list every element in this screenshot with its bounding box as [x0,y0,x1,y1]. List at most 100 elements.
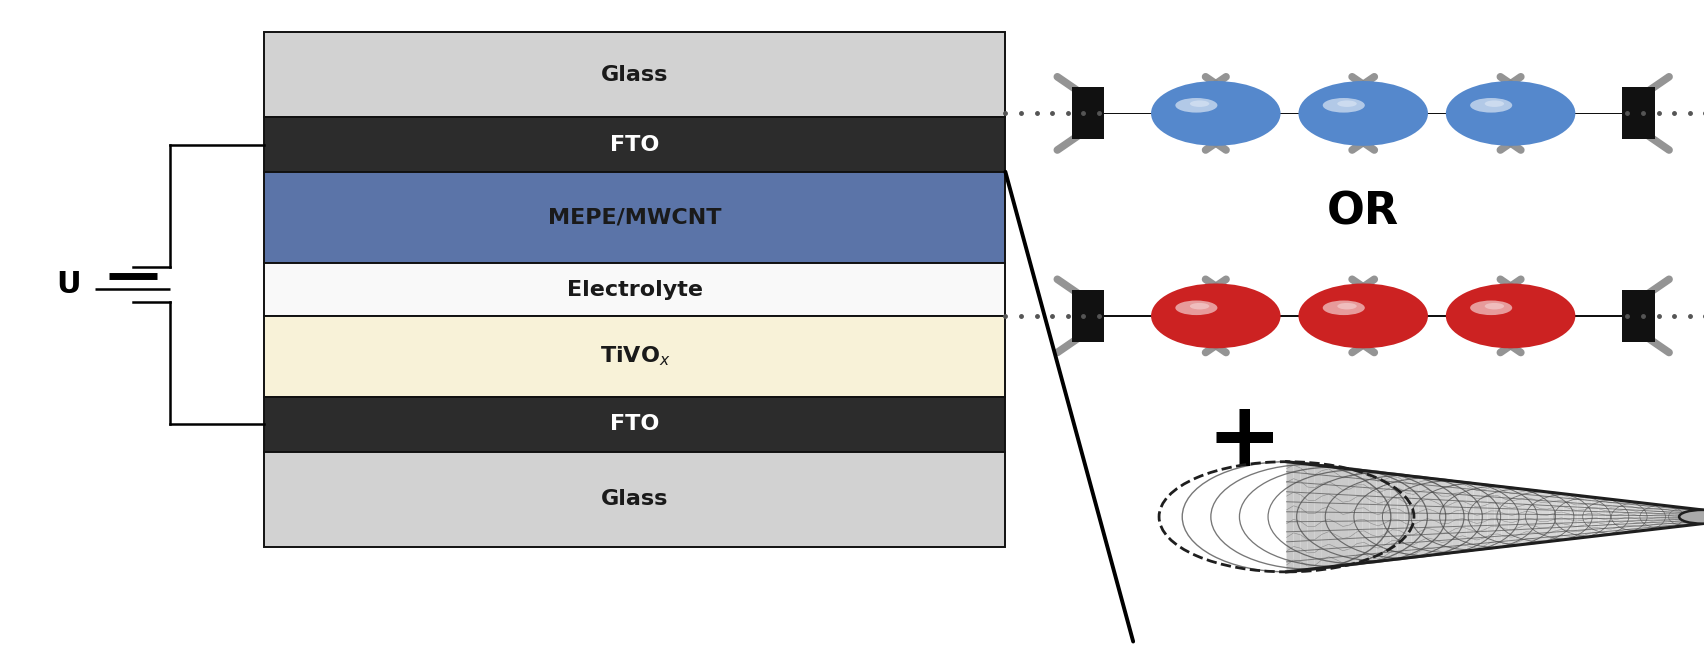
Bar [1622,87,1655,139]
Bar [264,316,1005,397]
Polygon shape [1557,493,1564,540]
Bar [1367,315,1506,317]
Text: OR: OR [1327,191,1399,234]
Ellipse shape [1322,301,1365,315]
Text: Glass: Glass [602,489,668,509]
Bar [264,452,1005,547]
Polygon shape [1404,476,1411,558]
Polygon shape [1501,487,1508,547]
Polygon shape [1661,505,1668,529]
Polygon shape [1585,496,1592,537]
Bar [1327,87,1360,139]
Polygon shape [1528,490,1535,544]
Bar [1367,290,1399,342]
Polygon shape [1343,468,1350,566]
Polygon shape [1682,507,1689,526]
Polygon shape [1300,463,1307,570]
Bar [1072,290,1104,342]
Polygon shape [1592,497,1598,537]
Polygon shape [1350,469,1356,564]
Ellipse shape [1176,98,1217,113]
Text: FTO: FTO [610,415,659,434]
Polygon shape [1522,489,1528,544]
Polygon shape [1287,461,1293,572]
Bar [264,263,1005,316]
Ellipse shape [1445,81,1574,146]
Polygon shape [1390,474,1397,560]
Polygon shape [1384,473,1390,561]
Polygon shape [1571,494,1578,539]
Ellipse shape [1445,284,1574,349]
Bar [1179,290,1212,342]
Ellipse shape [1338,303,1356,310]
Ellipse shape [1298,284,1428,349]
Text: Glass: Glass [602,65,668,85]
Polygon shape [1612,500,1619,534]
Ellipse shape [1471,301,1511,315]
Polygon shape [1695,509,1702,524]
Text: U: U [56,270,80,299]
Polygon shape [1542,491,1551,542]
Polygon shape [1675,507,1682,527]
Ellipse shape [1152,284,1281,349]
Ellipse shape [1152,81,1281,146]
Bar [1474,87,1506,139]
Polygon shape [1411,476,1418,557]
Bar [264,397,1005,452]
Polygon shape [1598,498,1605,536]
Bar [1179,87,1212,139]
Polygon shape [1418,477,1425,557]
Polygon shape [1551,492,1557,541]
Polygon shape [1454,481,1460,553]
Polygon shape [1578,496,1585,538]
Bar [1072,315,1212,317]
Bar [1220,315,1360,317]
Ellipse shape [1298,81,1428,146]
Polygon shape [1377,472,1384,561]
Ellipse shape [1484,303,1505,310]
Bar [1515,315,1655,317]
Bar [1515,290,1547,342]
Polygon shape [1646,503,1655,530]
Polygon shape [1474,483,1481,550]
Polygon shape [1619,500,1626,533]
Polygon shape [1508,487,1515,546]
Polygon shape [1314,465,1321,569]
Text: MEPE/MWCNT: MEPE/MWCNT [549,207,721,227]
Bar [1515,87,1547,139]
Ellipse shape [1338,100,1356,107]
Bar [264,172,1005,263]
Text: Electrolyte: Electrolyte [567,279,702,299]
Ellipse shape [1678,510,1704,524]
Bar [1474,290,1506,342]
Ellipse shape [1176,301,1217,315]
Polygon shape [1425,478,1431,556]
Bar [264,32,1005,117]
Polygon shape [1293,463,1300,571]
Polygon shape [1356,470,1363,564]
Polygon shape [1467,483,1474,551]
Ellipse shape [1484,100,1505,107]
Bar [1220,87,1252,139]
Polygon shape [1605,499,1612,535]
Polygon shape [1515,488,1522,546]
Bar [1515,113,1655,114]
Bar [264,117,1005,172]
Polygon shape [1626,501,1632,533]
Polygon shape [1334,467,1343,566]
Text: +: + [1206,397,1281,485]
Bar [1622,290,1655,342]
Bar [1072,113,1212,114]
Polygon shape [1535,491,1542,543]
Text: TiVO$_x$: TiVO$_x$ [600,345,670,368]
Ellipse shape [1471,98,1511,113]
Bar [1327,290,1360,342]
Polygon shape [1370,471,1377,562]
Ellipse shape [1189,100,1210,107]
Polygon shape [1655,504,1661,529]
Polygon shape [1564,494,1571,540]
Polygon shape [1488,485,1494,549]
Polygon shape [1639,503,1646,531]
Polygon shape [1431,479,1438,555]
Polygon shape [1494,486,1501,548]
